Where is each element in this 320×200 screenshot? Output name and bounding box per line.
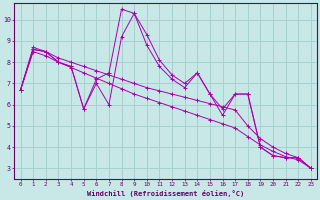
X-axis label: Windchill (Refroidissement éolien,°C): Windchill (Refroidissement éolien,°C)	[87, 190, 244, 197]
